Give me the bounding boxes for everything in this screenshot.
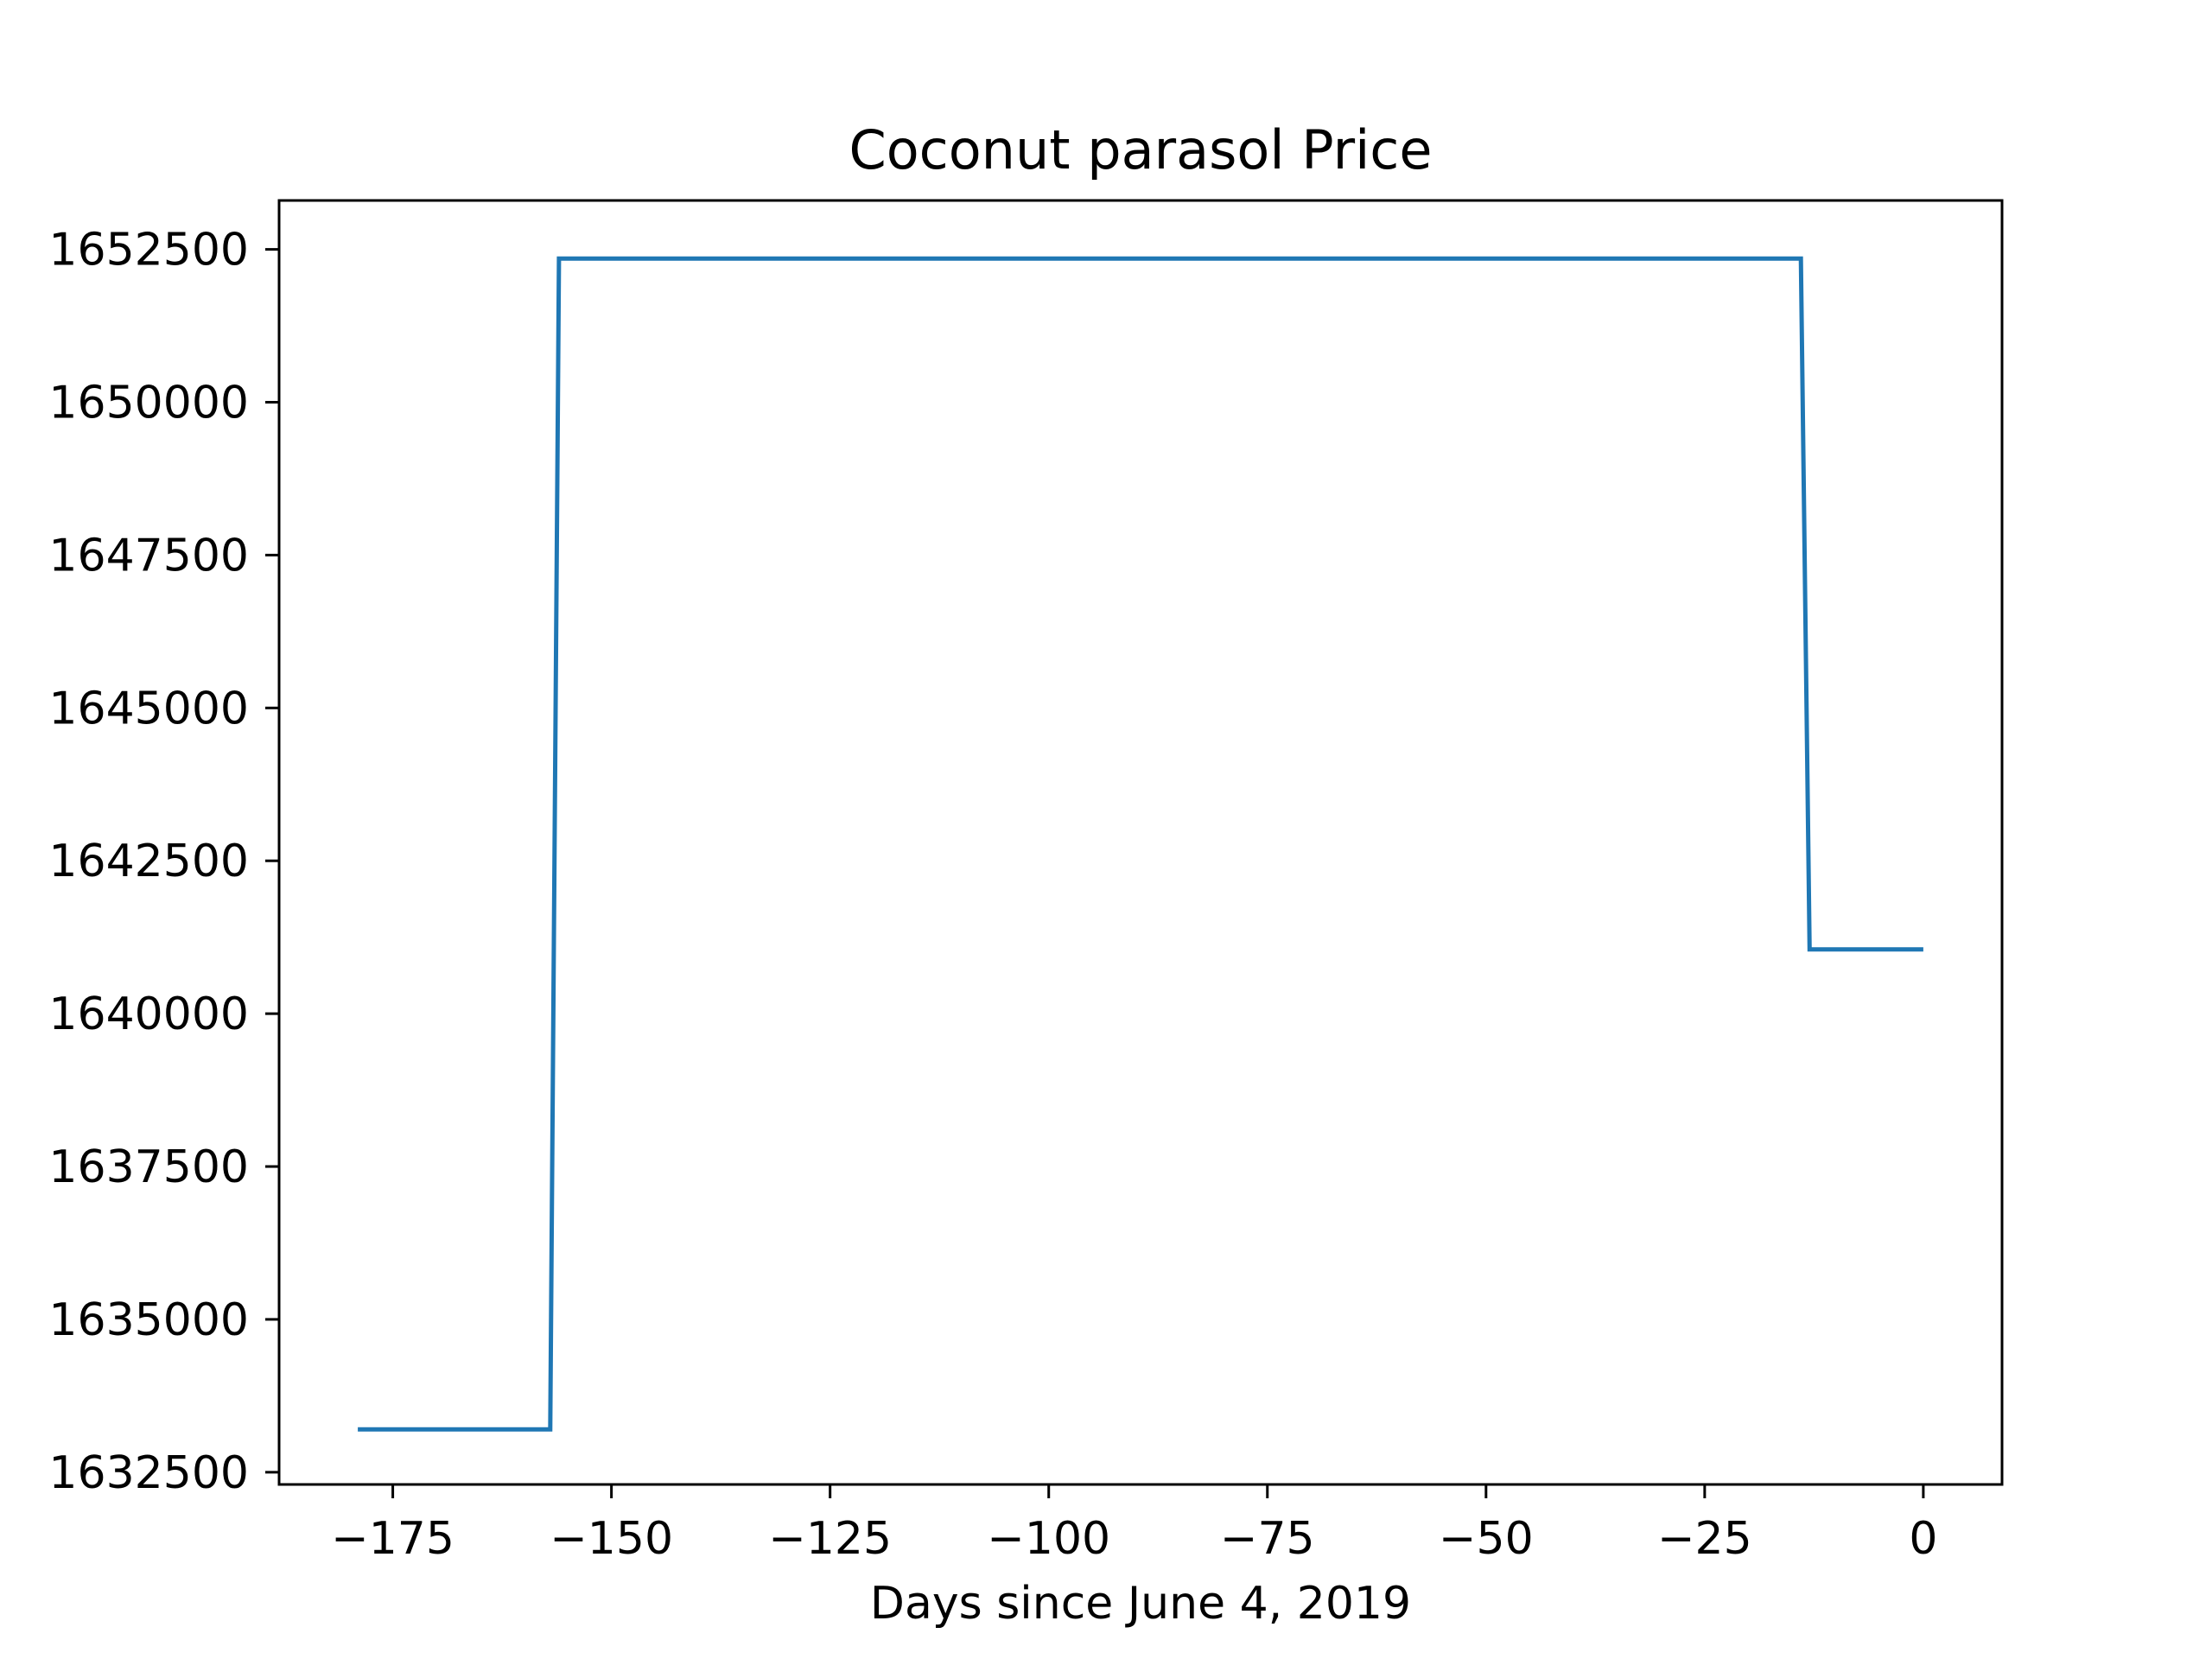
plot-frame — [277, 199, 2004, 1486]
x-axis: −175 −150 −125 −100 −75 −50 −25 0 — [331, 1484, 1937, 1565]
price-series-line — [358, 256, 1923, 1432]
y-tick-label: 1652500 — [48, 225, 249, 276]
y-tick-label: 1635000 — [48, 1294, 249, 1346]
y-tick-label: 1637500 — [48, 1141, 249, 1193]
y-tick-label: 1632500 — [48, 1447, 249, 1499]
chart-title: Coconut parasol Price — [849, 118, 1432, 181]
x-tick-label: −125 — [768, 1513, 892, 1565]
x-tick-label: −150 — [550, 1513, 673, 1565]
y-tick-label: 1645000 — [48, 683, 249, 734]
x-tick-label: 0 — [1909, 1513, 1937, 1565]
y-axis: 1632500 1635000 1637500 1640000 1642500 16450… — [48, 225, 279, 1499]
x-tick-label: −25 — [1657, 1513, 1752, 1565]
x-tick-label: −75 — [1220, 1513, 1315, 1565]
y-tick-label: 1642500 — [48, 836, 249, 887]
x-axis-label: Days since June 4, 2019 — [870, 1578, 1411, 1630]
x-tick-label: −50 — [1439, 1513, 1534, 1565]
y-tick-label: 1650000 — [48, 378, 249, 429]
y-tick-label: 1647500 — [48, 530, 249, 582]
x-tick-label: −100 — [987, 1513, 1110, 1565]
y-tick-label: 1640000 — [48, 988, 249, 1040]
x-tick-label: −175 — [331, 1513, 454, 1565]
plot-area — [358, 256, 1923, 1432]
